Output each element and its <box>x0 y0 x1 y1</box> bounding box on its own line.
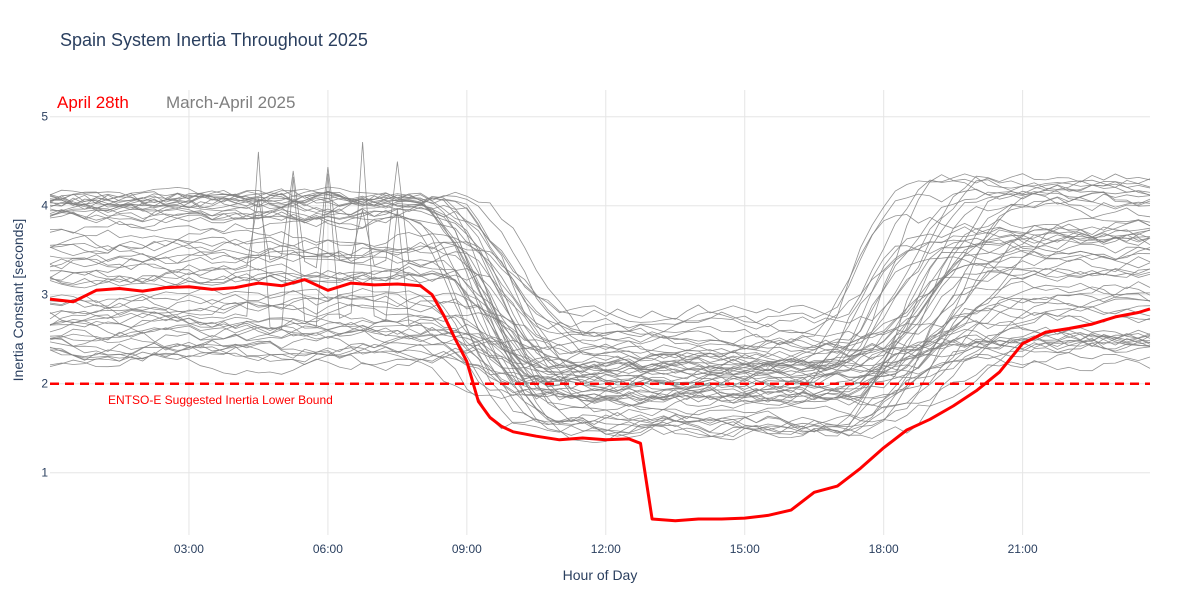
background-series-line <box>49 247 1151 368</box>
background-series-line <box>49 267 1151 397</box>
background-series-line <box>49 332 1151 438</box>
background-series-line <box>49 186 1151 358</box>
background-series-line <box>49 268 1151 420</box>
background-series-line <box>49 173 1151 372</box>
background-series-line <box>49 298 1151 409</box>
background-series-line <box>49 288 1151 363</box>
background-series-line <box>49 330 1151 428</box>
background-series-line <box>49 193 1151 380</box>
background-series-line <box>49 179 1151 375</box>
background-series-line <box>49 263 1151 393</box>
background-series-line <box>49 186 1151 371</box>
y-tick-label: 3 <box>41 288 48 302</box>
x-tick-label: 21:00 <box>1008 542 1038 556</box>
background-series-line <box>49 288 1151 372</box>
background-series-line <box>49 174 1151 374</box>
y-tick-label: 2 <box>41 377 48 391</box>
highlight-series-group <box>49 278 1151 523</box>
y-tick-label: 1 <box>41 466 48 480</box>
background-series-line <box>49 179 1151 320</box>
highlight-series-line <box>49 278 1151 523</box>
background-series-line <box>49 311 1150 406</box>
background-series-line <box>49 193 1151 411</box>
background-series-line <box>49 334 1151 407</box>
x-tick-label: 18:00 <box>869 542 899 556</box>
x-tick-label: 03:00 <box>174 542 204 556</box>
background-series-line <box>49 216 1151 386</box>
background-series-line <box>49 328 1151 369</box>
x-axis-title: Hour of Day <box>563 567 638 583</box>
y-axis-title: Inertia Constant [seconds] <box>10 219 26 382</box>
background-series-line <box>49 234 1151 398</box>
background-series-line <box>49 191 1151 330</box>
background-series-line <box>49 206 1151 385</box>
background-series-line <box>49 228 1151 353</box>
background-series-line <box>49 307 1151 430</box>
x-tick-label: 12:00 <box>591 542 621 556</box>
background-series-line <box>49 342 1151 434</box>
reference-line-label: ENTSO-E Suggested Inertia Lower Bound <box>108 393 333 407</box>
background-series-line <box>49 203 1151 336</box>
background-series-line <box>49 237 1151 406</box>
x-tick-label: 09:00 <box>452 542 482 556</box>
background-series-line <box>49 337 1151 376</box>
background-series-line <box>49 249 1151 389</box>
background-series-line <box>49 208 1151 399</box>
background-series-line <box>49 206 1151 352</box>
legend-item-march-april-2025[interactable]: March-April 2025 <box>166 93 295 112</box>
axis-ticks: 03:00 06:00 09:00 12:00 15:00 18:00 21:00 1 2 3 4 5 <box>41 110 1038 556</box>
background-series-line <box>49 312 1151 373</box>
y-tick-label: 5 <box>41 110 48 124</box>
y-tick-label: 4 <box>41 199 48 213</box>
background-series-line <box>49 229 1151 419</box>
background-series-line <box>49 243 1151 409</box>
chart-title: Spain System Inertia Throughout 2025 <box>60 30 368 50</box>
background-series-line <box>49 329 1151 400</box>
background-series-line <box>49 189 1151 349</box>
x-tick-label: 06:00 <box>313 542 343 556</box>
legend-item-april-28th[interactable]: April 28th <box>57 93 129 112</box>
background-series-line <box>49 280 1151 435</box>
background-series-group <box>49 141 1151 444</box>
background-series-line <box>49 294 1151 433</box>
x-tick-label: 15:00 <box>730 542 760 556</box>
background-series-line <box>49 191 1151 401</box>
background-series-line <box>49 281 1151 379</box>
background-series-line <box>49 250 1151 342</box>
